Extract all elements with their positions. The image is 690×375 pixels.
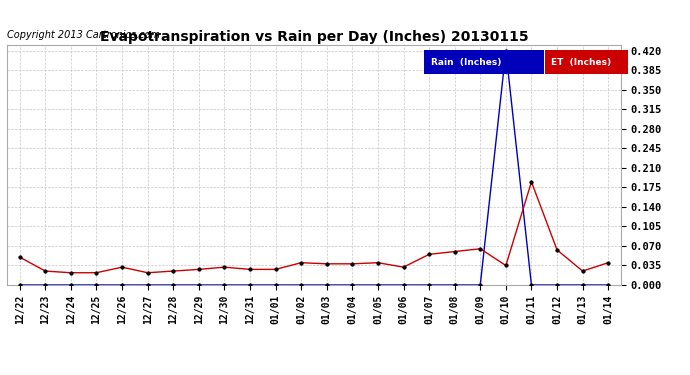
FancyBboxPatch shape bbox=[545, 50, 628, 74]
Text: Rain  (Inches): Rain (Inches) bbox=[431, 58, 501, 68]
Text: Copyright 2013 Cartronics.com: Copyright 2013 Cartronics.com bbox=[7, 30, 160, 40]
FancyBboxPatch shape bbox=[424, 50, 544, 74]
Text: ET  (Inches): ET (Inches) bbox=[551, 58, 611, 68]
Title: Evapotranspiration vs Rain per Day (Inches) 20130115: Evapotranspiration vs Rain per Day (Inch… bbox=[99, 30, 529, 44]
